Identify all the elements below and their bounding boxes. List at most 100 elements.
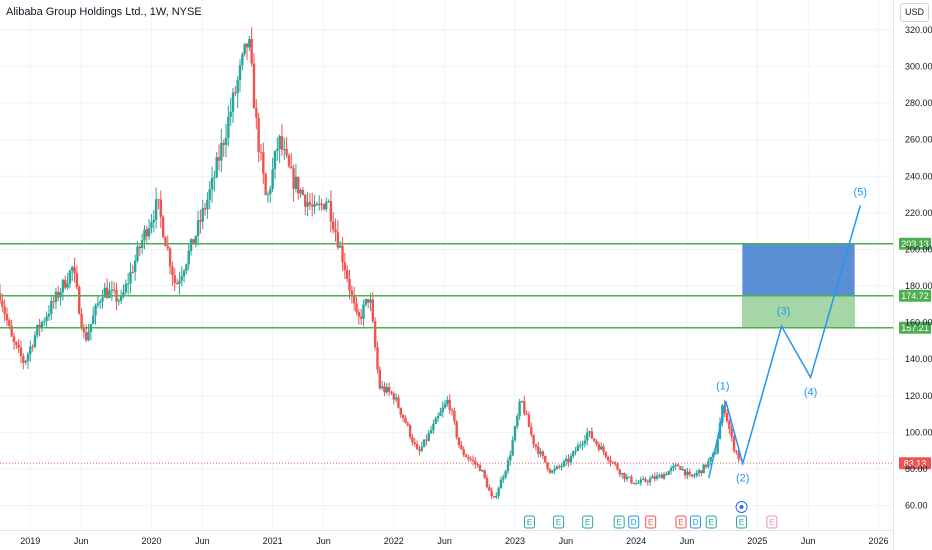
event-marker[interactable]: E: [675, 515, 687, 529]
candle-body: [597, 444, 601, 450]
candle-body: [161, 216, 165, 238]
candle-body: [532, 434, 535, 445]
candle-body: [47, 313, 51, 317]
candle-body: [287, 155, 291, 167]
x-tick-label: 2025: [747, 536, 767, 546]
currency-button[interactable]: USD: [900, 3, 929, 22]
candle-body: [380, 386, 384, 389]
candle-body: [660, 474, 663, 479]
candle-body: [558, 466, 561, 468]
candle-body: [203, 208, 207, 210]
candle-body: [248, 39, 251, 48]
candle-body: [136, 246, 139, 261]
candle-body: [206, 199, 209, 210]
level-label-bg: [899, 237, 931, 250]
candle-body: [50, 301, 53, 314]
candle-body: [71, 267, 74, 271]
candle-body: [476, 464, 479, 466]
event-marker[interactable]: E: [766, 515, 778, 529]
x-tick-label: 2024: [626, 536, 646, 546]
candle-body: [737, 451, 740, 460]
candle-body: [432, 423, 435, 431]
candle-body: [327, 201, 330, 203]
event-marker[interactable]: E: [553, 515, 565, 529]
candle-body: [735, 450, 738, 452]
level-label-bg: [899, 321, 931, 334]
candle-body: [194, 236, 197, 245]
candle-body: [234, 92, 237, 94]
y-tick-label: 100.00: [905, 427, 932, 437]
candle-body: [250, 39, 253, 64]
candle-body: [457, 437, 461, 446]
candle-body: [33, 335, 37, 347]
candle-body: [57, 291, 60, 298]
candle-body: [332, 221, 335, 230]
candle-body: [220, 142, 223, 161]
candle-body: [98, 301, 102, 304]
event-marker[interactable]: E: [645, 515, 657, 529]
candle-body: [238, 65, 242, 81]
candle-body: [10, 325, 13, 337]
event-marker-label: D: [631, 518, 637, 527]
candle-body: [401, 414, 405, 418]
candle-body: [492, 496, 496, 498]
event-marker[interactable]: D: [628, 515, 640, 529]
candle-body: [241, 54, 244, 66]
candle-body: [362, 304, 365, 319]
candle-body: [371, 299, 375, 322]
candle-body: [131, 271, 135, 273]
candle-body: [105, 287, 109, 298]
y-tick-label: 300.00: [905, 62, 932, 72]
y-tick-label: 240.00: [905, 171, 932, 181]
candle-body: [565, 458, 568, 462]
candle-body: [436, 415, 440, 419]
candle-body: [117, 300, 121, 302]
candle-body: [329, 201, 333, 222]
event-marker[interactable]: E: [582, 515, 594, 529]
candle-body: [262, 152, 265, 174]
candle-body: [236, 80, 239, 94]
candle-body: [338, 245, 342, 248]
candle-body: [495, 495, 498, 498]
candle-body: [429, 430, 433, 434]
candle-body: [352, 294, 356, 304]
y-tick-label: 280.00: [905, 98, 932, 108]
event-marker[interactable]: E: [736, 515, 748, 529]
candle-body: [513, 426, 517, 441]
candle-body: [341, 245, 344, 263]
current-price-label: 83.13: [904, 459, 927, 469]
candle-body: [611, 462, 615, 464]
y-tick-label: 140.00: [905, 354, 932, 364]
candle-body: [231, 92, 235, 112]
candle-body: [653, 476, 656, 479]
candle-body: [119, 295, 123, 301]
candle-body: [43, 321, 46, 323]
event-marker-label: E: [616, 518, 621, 527]
candle-body: [301, 189, 305, 195]
candle-body: [264, 173, 267, 195]
candle-body: [490, 490, 493, 497]
candle-body: [714, 453, 717, 455]
candle-body: [369, 299, 372, 303]
candle-body: [334, 229, 337, 233]
candle-body: [541, 451, 545, 456]
candle-body: [702, 464, 705, 474]
chart-title: Alibaba Group Holdings Ltd., 1W, NYSE: [6, 6, 202, 18]
candle-body: [683, 469, 687, 476]
event-marker[interactable]: E: [705, 515, 717, 529]
candle-body: [208, 189, 211, 200]
candle-body: [38, 324, 41, 329]
candle-body: [639, 479, 642, 483]
candle-body: [397, 397, 400, 408]
event-marker[interactable]: E: [613, 515, 625, 529]
event-marker[interactable]: D: [689, 515, 701, 529]
candle-body: [676, 464, 680, 467]
candle-body: [45, 316, 48, 322]
candle-body: [122, 292, 125, 296]
candle-body: [648, 478, 652, 483]
candle-body: [534, 444, 538, 447]
event-marker[interactable]: E: [523, 515, 535, 529]
candle-body: [59, 292, 62, 298]
candle-body: [732, 436, 736, 451]
